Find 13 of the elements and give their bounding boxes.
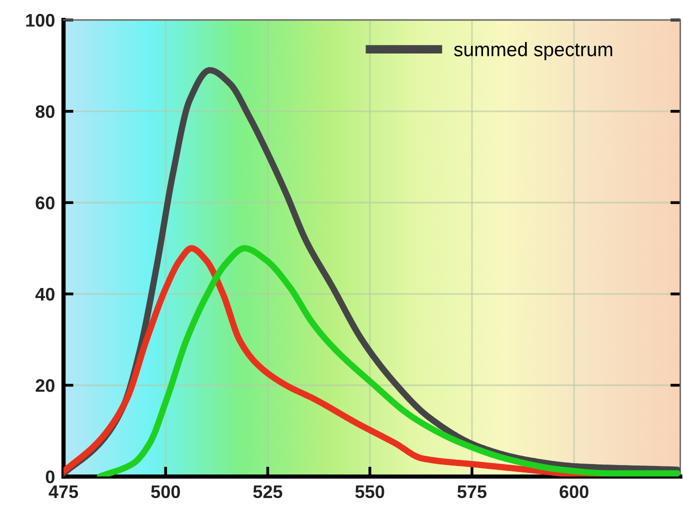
y-tick-label: 100 — [26, 14, 54, 27]
x-tick-label: 600 — [560, 485, 588, 498]
x-tick-label: 500 — [151, 485, 180, 498]
y-tick-label: 20 — [36, 379, 54, 392]
x-tick-label: 550 — [355, 485, 384, 498]
y-tick-label: 60 — [36, 196, 54, 210]
y-tick-label: 80 — [36, 105, 54, 118]
x-tick-label: 525 — [253, 485, 282, 498]
legend-label: summed spectrum — [454, 42, 612, 60]
x-tick-label: 475 — [48, 486, 78, 498]
x-tick-label: 575 — [457, 486, 487, 498]
y-tick-label: 0 — [46, 470, 54, 484]
y-tick-label: 40 — [35, 288, 54, 301]
